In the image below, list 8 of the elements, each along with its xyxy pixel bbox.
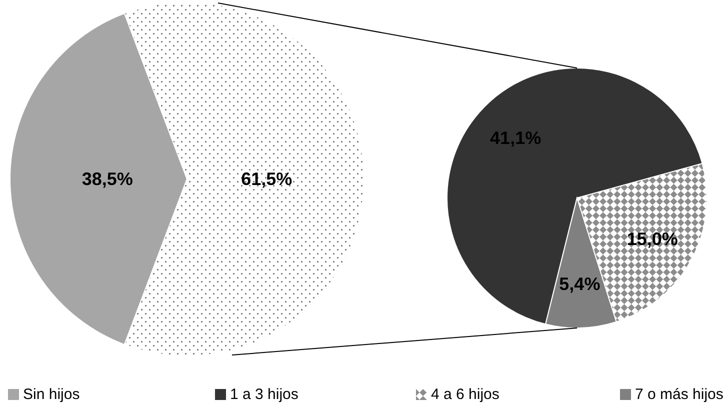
legend-label: 1 a 3 hijos [230,386,298,403]
data-label: 61,5% [241,169,292,189]
data-label: 5,4% [559,274,600,294]
legend-label: Sin hijos [23,386,80,403]
data-label: 38,5% [82,169,133,189]
legend-label: 7 o más hijos [635,386,723,403]
data-label: 15,0% [626,228,678,249]
legend-label: 4 a 6 hijos [431,386,500,403]
